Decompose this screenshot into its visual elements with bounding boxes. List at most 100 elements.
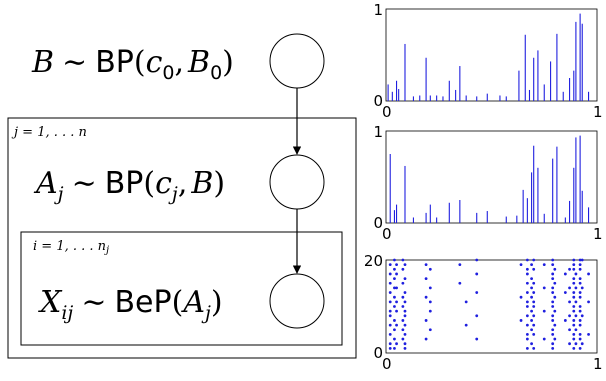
point	[530, 277, 533, 280]
y-tick-label: 0	[373, 214, 383, 232]
point	[403, 323, 407, 327]
equation-x: Xij ∼ BeP(Aj)	[38, 285, 223, 324]
point	[553, 309, 557, 313]
point	[574, 314, 578, 318]
point	[568, 342, 571, 346]
point	[532, 267, 536, 271]
point	[551, 314, 555, 318]
point	[395, 323, 398, 327]
point	[428, 300, 432, 304]
point	[587, 333, 590, 336]
point	[388, 309, 392, 313]
point	[542, 286, 546, 290]
point	[551, 272, 555, 276]
point	[578, 333, 582, 336]
point	[403, 309, 407, 313]
point	[401, 305, 405, 308]
point	[401, 281, 405, 285]
point	[551, 328, 555, 332]
point	[519, 319, 523, 322]
point	[424, 263, 428, 267]
point	[572, 263, 576, 267]
point	[551, 319, 555, 322]
point	[574, 286, 578, 290]
point	[395, 300, 398, 304]
point	[553, 323, 557, 327]
point	[572, 309, 576, 313]
y-tick-label: 0	[373, 344, 383, 362]
point	[532, 281, 536, 285]
point	[551, 277, 555, 280]
x-tick-label: 0	[382, 225, 392, 243]
point	[532, 346, 536, 350]
point	[532, 291, 536, 294]
point	[525, 267, 529, 271]
point	[530, 263, 533, 267]
point	[551, 300, 555, 304]
point	[393, 346, 396, 350]
point	[578, 267, 582, 271]
plot-frame	[385, 130, 598, 224]
point	[578, 263, 582, 267]
y-tick-label: 1	[373, 1, 383, 19]
point	[578, 277, 582, 280]
y-tick-label: 0	[373, 92, 383, 110]
point	[530, 342, 533, 346]
plot-frame	[385, 259, 598, 354]
point	[388, 281, 392, 285]
point	[388, 323, 392, 327]
point	[403, 346, 407, 350]
point	[388, 314, 392, 318]
point	[580, 314, 584, 318]
point	[578, 291, 582, 294]
point	[525, 305, 529, 308]
point	[393, 286, 396, 290]
equation-b: B ∼ BP(c0, B0)	[31, 45, 234, 84]
point	[530, 295, 533, 299]
point	[563, 319, 567, 322]
point	[563, 272, 567, 276]
point	[551, 346, 555, 350]
point	[574, 328, 578, 332]
point	[532, 314, 536, 318]
point	[475, 314, 479, 318]
point	[530, 328, 533, 332]
point	[525, 272, 529, 276]
point	[475, 258, 479, 262]
point	[403, 263, 407, 267]
chart-a-sample: 0 1 0 1	[373, 123, 602, 243]
point	[395, 342, 398, 346]
plate-outer	[7, 117, 357, 359]
point	[458, 263, 462, 267]
point	[572, 305, 576, 308]
point	[525, 333, 529, 336]
point	[519, 263, 523, 267]
y-tick-label: 1	[373, 123, 383, 141]
point	[424, 319, 428, 322]
point	[553, 337, 557, 341]
point	[424, 277, 428, 280]
point	[395, 309, 398, 313]
point	[428, 309, 432, 313]
point	[551, 305, 555, 308]
point	[580, 342, 584, 346]
point	[475, 337, 479, 341]
point	[393, 295, 396, 299]
point	[572, 333, 576, 336]
x-tick-label: 1	[593, 225, 603, 243]
point	[393, 337, 396, 341]
y-tick-label: 20	[364, 252, 383, 270]
point	[530, 286, 533, 290]
point	[572, 323, 576, 327]
point	[542, 263, 546, 267]
point	[578, 323, 582, 327]
point	[568, 300, 571, 304]
point	[388, 333, 392, 336]
point	[388, 342, 392, 346]
point	[475, 272, 479, 276]
point	[393, 258, 396, 262]
point	[388, 291, 392, 294]
point	[587, 300, 590, 304]
node-b	[269, 33, 325, 89]
